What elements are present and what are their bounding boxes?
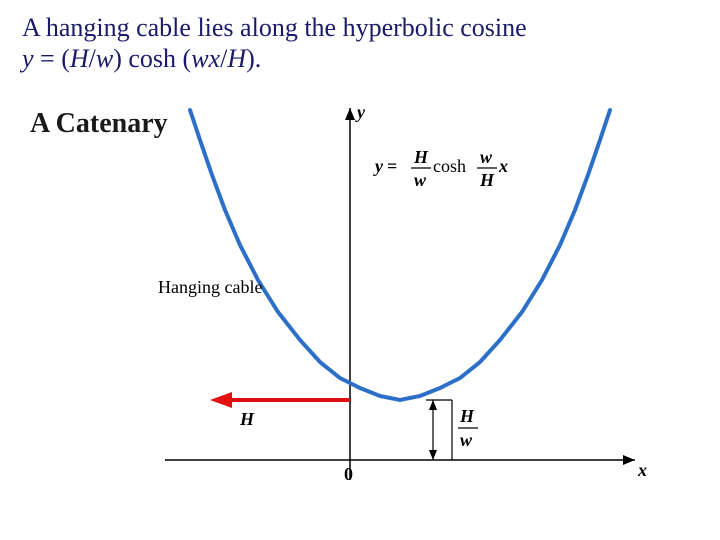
eq-y: y: [22, 44, 34, 73]
eq-frac1-bot: w: [414, 170, 427, 190]
eq-part: = (: [34, 44, 70, 73]
eq-H2: H: [227, 44, 246, 73]
eq-wx: wx: [191, 44, 220, 73]
h-label: H: [239, 409, 255, 429]
hw-dim-down: [429, 450, 437, 460]
hw-dim-up: [429, 400, 437, 410]
origin-label: 0: [344, 464, 353, 484]
eq-mid: ) cosh (: [113, 44, 191, 73]
subtitle: A Catenary: [30, 108, 168, 140]
y-axis-arrow: [345, 108, 355, 120]
eq-equals: =: [387, 156, 397, 176]
header-text: A hanging cable lies along the hyperboli…: [22, 12, 527, 74]
header-line1: A hanging cable lies along the hyperboli…: [22, 13, 527, 42]
catenary-chart: y x 0 Hanging cable H H w y = H w cosh w…: [150, 100, 650, 500]
x-axis-arrow: [623, 455, 635, 465]
eq-y2: y: [373, 156, 384, 176]
eq-x: x: [498, 156, 508, 176]
eq-frac2-top: w: [480, 147, 493, 167]
eq-w: w: [96, 44, 113, 73]
eq-frac2-bot: H: [479, 170, 495, 190]
x-axis-label: x: [637, 460, 647, 480]
eq-H: H: [70, 44, 89, 73]
eq-cosh: cosh: [433, 156, 466, 176]
hanging-cable-label: Hanging cable: [158, 277, 262, 297]
eq-frac1-top: H: [413, 147, 429, 167]
catenary-curve: [190, 110, 610, 400]
hw-frac-bot: w: [460, 430, 473, 450]
h-arrow-head: [210, 392, 232, 408]
eq-slash: /: [89, 44, 96, 73]
hw-frac-top: H: [459, 406, 475, 426]
equation-label: y = H w cosh w H x: [373, 147, 508, 190]
eq-end: ).: [246, 44, 261, 73]
y-axis-label: y: [355, 102, 366, 122]
